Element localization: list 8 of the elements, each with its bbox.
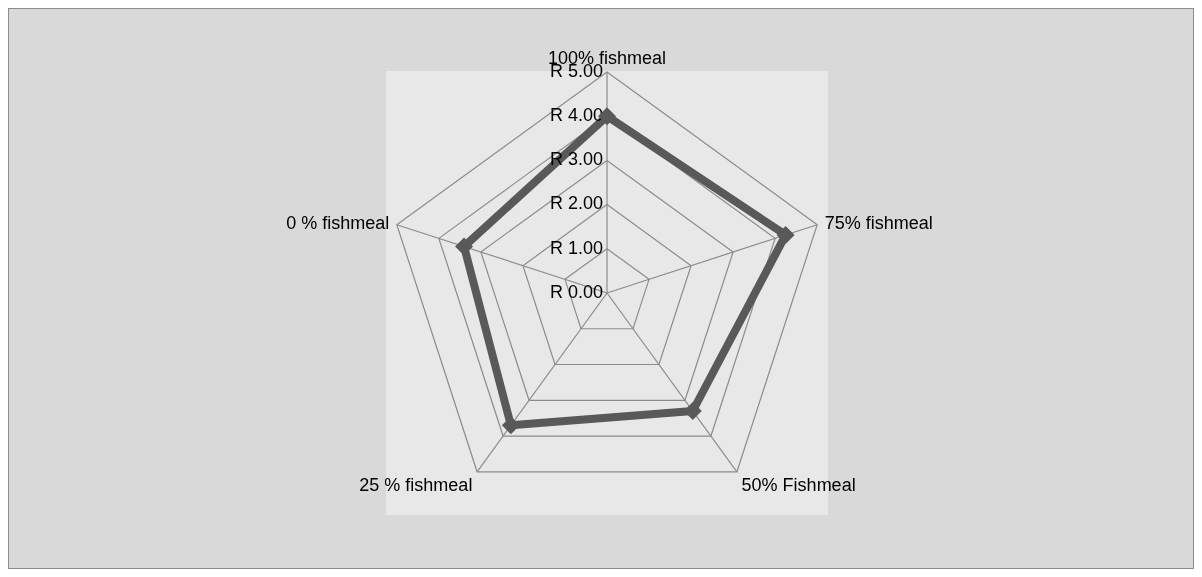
spoke-label: 50% Fishmeal: [741, 475, 856, 496]
spoke-label: 0 % fishmeal: [286, 212, 390, 233]
y-tick-label: R 0.00: [549, 281, 603, 302]
y-tick-label: R 1.00: [549, 237, 603, 258]
y-tick-label: R 4.00: [549, 104, 603, 125]
spoke-label: 25 % fishmeal: [359, 475, 473, 496]
spoke-label: 75% fishmeal: [824, 212, 933, 233]
y-tick-label: R 2.00: [549, 193, 603, 214]
